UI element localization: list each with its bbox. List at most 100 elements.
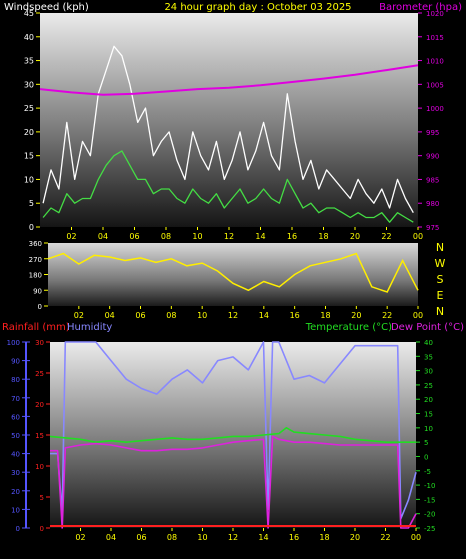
baro-y-tick-label: 980 [426,200,439,208]
wind-y-tick-label: 30 [24,80,34,89]
temperature-y-tick-label: -5 [424,468,431,476]
humidity-panel-background [50,342,416,528]
wind-y-tick-label: 45 [24,9,34,18]
temperature-y-ticks: -25 -20 -15 -10 -5 0 5 10 15 20 25 30 35 40 [416,339,435,533]
humidity-x-tick-label: 04 [106,533,116,542]
temperature-y-tick-label: -10 [424,482,435,490]
temperature-axis-title: Temperature (°C) [305,322,392,333]
wind-y-tick-label: 35 [24,57,34,66]
temperature-y-tick-label: 20 [424,396,433,404]
wind-axis-title: Windspeed (kph) [4,2,89,13]
compass-label: N [436,305,444,318]
baro-axis-title: Barometer (hpa) [379,2,462,13]
temperature-y-tick-label: 40 [424,339,433,347]
direction-series [47,252,419,293]
direction-line [47,252,419,293]
wind-x-tick-label: 18 [318,232,328,241]
direction-x-tick-label: 12 [228,311,238,320]
wind-x-ticks: 02 04 06 08 10 12 14 16 18 20 22 00 [66,227,423,241]
wind-x-tick-label: 10 [192,232,202,241]
humidity-y-tick-label: 10 [11,506,20,514]
humidity-y-ticks: 0 10 20 30 40 50 60 70 80 90 100 [7,339,30,533]
wind-series [39,45,419,223]
direction-x-tick-label: 02 [74,311,84,320]
direction-y-tick-label: 0 [38,303,42,311]
direction-x-tick-label: 00 [413,311,423,320]
baro-y-tick-label: 1015 [426,34,444,42]
humidity-x-tick-label: 06 [136,533,146,542]
baro-y-tick-label: 995 [426,129,439,137]
baro-y-ticks: 975 980 985 990 995 1000 1005 1010 1015 1020 [418,10,444,232]
wind-x-tick-label: 02 [66,232,76,241]
temperature-line [49,427,416,443]
rain-y-tick-label: 5 [40,494,44,502]
wind-y-tick-label: 40 [24,33,34,42]
wind-x-tick-label: 08 [161,232,171,241]
humidity-x-tick-label: 20 [350,533,360,542]
rain-y-tick-label: 30 [35,339,44,347]
rain-y-tick-label: 20 [35,401,44,409]
humidity-x-ticks: 02 04 06 08 10 12 14 16 18 20 22 00 [75,528,421,542]
direction-x-tick-label: 10 [197,311,207,320]
wind-x-tick-label: 00 [413,232,423,241]
humidity-x-tick-label: 08 [167,533,177,542]
rain-y-tick-label: 15 [35,432,44,440]
temperature-y-tick-label: 15 [424,411,433,419]
temperature-y-tick-label: -25 [424,525,435,533]
rain-y-tick-label: 10 [35,463,44,471]
compass-label: W [435,257,446,270]
baro-y-tick-label: 990 [426,153,439,161]
temperature-y-tick-label: 35 [424,353,433,361]
direction-y-tick-label: 360 [29,240,42,248]
temperature-y-tick-label: -15 [424,496,435,504]
humidity-x-tick-label: 18 [319,533,329,542]
direction-x-tick-label: 22 [382,311,392,320]
direction-y-ticks: 0 90 180 270 360 [29,240,48,311]
wind-y-tick-label: 5 [29,199,34,208]
rain-y-ticks: 0 5 10 15 20 25 30 [35,339,50,533]
wind-y-tick-label: 10 [24,175,34,184]
compass-label: E [437,289,444,302]
temperature-y-tick-label: 10 [424,425,433,433]
wind-y-tick-label: 20 [24,128,34,137]
humidity-y-tick-label: 100 [7,339,20,347]
direction-x-tick-label: 14 [259,311,269,320]
direction-x-tick-label: 06 [135,311,145,320]
temperature-y-tick-label: -20 [424,511,435,519]
direction-panel-background [48,243,418,306]
direction-x-tick-label: 20 [351,311,361,320]
humidity-x-tick-label: 12 [228,533,238,542]
temperature-y-tick-label: 0 [424,453,428,461]
wind-panel-background [40,13,418,227]
compass-label: S [437,273,444,286]
wind-x-tick-label: 04 [98,232,108,241]
humidity-x-tick-label: 16 [289,533,299,542]
temperature-y-tick-label: 30 [424,368,433,376]
humidity-y-tick-label: 70 [11,395,20,403]
dewpoint-axis-title: Dew Point (°C) [391,322,464,333]
rain-y-tick-label: 25 [35,370,44,378]
baro-y-tick-label: 1010 [426,58,444,66]
baro-y-tick-label: 1005 [426,81,444,89]
wind-x-tick-label: 06 [129,232,139,241]
rainfall-axis-title: Rainfall (mm) [2,322,70,333]
humidity-x-tick-label: 10 [197,533,207,542]
wind-x-tick-label: 22 [381,232,391,241]
humidity-series [49,341,417,529]
wind-y-tick-label: 15 [24,152,34,161]
humidity-axis-title: Humidity [67,322,112,333]
humidity-y-tick-label: 30 [11,469,20,477]
wind-x-tick-label: 12 [224,232,234,241]
humidity-line [50,341,417,520]
direction-y-tick-label: 90 [33,287,42,295]
direction-x-ticks: 02 04 06 08 10 12 14 16 18 20 22 00 [74,306,423,320]
baro-y-tick-label: 1020 [426,10,444,18]
compass-label: N [436,241,444,254]
direction-x-tick-label: 16 [290,311,300,320]
humidity-y-tick-label: 60 [11,413,20,421]
humidity-y-tick-label: 90 [11,358,20,366]
gust-line [42,45,414,214]
